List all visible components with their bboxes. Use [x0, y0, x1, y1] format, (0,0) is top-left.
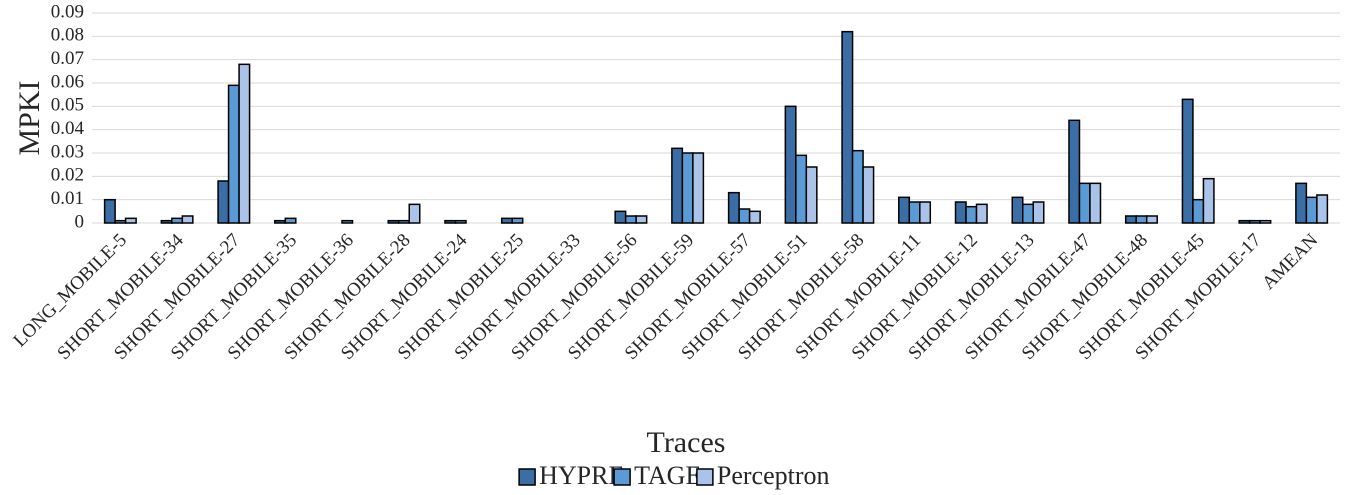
- bar-perceptron-short_mobile-13: [1032, 201, 1045, 224]
- bar-hypre-short_mobile-27: [217, 180, 230, 224]
- legend-swatch-tage: [613, 468, 631, 486]
- bar-hypre-short_mobile-25: [500, 217, 513, 224]
- bar-hypre-short_mobile-12: [954, 201, 967, 224]
- bar-tage-short_mobile-11: [908, 201, 921, 224]
- bar-tage-short_mobile-28: [398, 219, 410, 224]
- x-axis-category-labels: LONG_MOBILE-5SHORT_MOBILE-34SHORT_MOBILE…: [9, 229, 1322, 364]
- legend-label-hypre: HYPRE: [539, 461, 624, 490]
- bar-perceptron-short_mobile-51: [805, 166, 818, 224]
- y-tick-label: 0.06: [51, 71, 84, 92]
- bar-perceptron-long_mobile-5: [124, 217, 137, 224]
- bar-tage-short_mobile-59: [681, 152, 694, 224]
- bar-perceptron-short_mobile-58: [862, 166, 875, 224]
- y-tick-label: 0.08: [51, 25, 84, 46]
- bar-tage-short_mobile-58: [851, 149, 864, 224]
- bar-hypre-short_mobile-48: [1124, 215, 1137, 224]
- x-axis-title: Traces: [647, 426, 726, 459]
- bar-hypre-short_mobile-45: [1181, 98, 1194, 224]
- bar-hypre-short_mobile-59: [671, 147, 684, 224]
- bar-tage-short_mobile-35: [284, 217, 297, 224]
- y-tick-label: 0.05: [51, 95, 84, 116]
- bar-hypre-short_mobile-24: [444, 219, 457, 224]
- bar-tage-short_mobile-27: [227, 84, 240, 224]
- bar-tage-short_mobile-24: [454, 219, 467, 224]
- bar-hypre-short_mobile-58: [841, 30, 854, 224]
- bar-hypre-amean: [1295, 182, 1308, 224]
- bar-perceptron-short_mobile-56: [635, 215, 648, 224]
- bars: [103, 30, 1329, 224]
- bar-perceptron-short_mobile-27: [238, 63, 251, 224]
- legend: HYPRE TAGE Perceptron: [518, 461, 830, 490]
- bar-tage-short_mobile-51: [795, 154, 808, 224]
- bar-tage-short_mobile-57: [738, 208, 751, 224]
- bar-tage-short_mobile-17: [1248, 219, 1261, 224]
- y-tick-label: 0.01: [51, 188, 84, 209]
- bar-perceptron-short_mobile-34: [181, 215, 194, 224]
- y-tick-label: 0.04: [51, 118, 85, 139]
- bar-hypre-short_mobile-28: [387, 219, 400, 224]
- x-tick-label: AMEAN: [1258, 230, 1322, 294]
- bar-tage-amean: [1305, 196, 1318, 224]
- bar-tage-short_mobile-47: [1078, 182, 1091, 224]
- bar-hypre-short_mobile-51: [784, 105, 797, 224]
- y-tick-label: 0.07: [51, 48, 84, 69]
- bar-perceptron-short_mobile-48: [1145, 215, 1158, 224]
- y-tick-label: 0.02: [51, 165, 84, 186]
- y-tick-label: 0.09: [51, 1, 84, 22]
- bar-hypre-long_mobile-5: [103, 198, 116, 224]
- bar-hypre-short_mobile-17: [1238, 219, 1251, 224]
- bar-tage-short_mobile-12: [965, 205, 978, 224]
- bar-tage-short_mobile-13: [1022, 203, 1034, 224]
- y-axis-ticks: 00.010.02 0.030.040.05 0.060.070.08 0.09: [51, 1, 85, 232]
- bar-perceptron-short_mobile-12: [975, 203, 988, 224]
- bar-hypre-short_mobile-11: [898, 196, 911, 224]
- bar-tage-short_mobile-36: [341, 219, 354, 224]
- bar-hypre-short_mobile-56: [614, 210, 627, 224]
- bar-perceptron-amean: [1316, 194, 1329, 224]
- bar-perceptron-short_mobile-45: [1202, 177, 1215, 224]
- bar-hypre-short_mobile-13: [1011, 196, 1024, 224]
- bar-hypre-short_mobile-35: [274, 219, 287, 224]
- bar-perceptron-short_mobile-28: [408, 203, 421, 224]
- bar-perceptron-short_mobile-47: [1089, 182, 1102, 224]
- bar-perceptron-short_mobile-11: [919, 201, 932, 224]
- bar-tage-short_mobile-48: [1135, 215, 1148, 224]
- bar-tage-short_mobile-56: [624, 215, 637, 224]
- bar-perceptron-short_mobile-17: [1259, 219, 1272, 224]
- bar-hypre-short_mobile-47: [1068, 119, 1081, 224]
- legend-swatch-perceptron: [696, 468, 714, 486]
- y-tick-label: 0.03: [51, 141, 84, 162]
- bar-hypre-short_mobile-57: [727, 191, 740, 224]
- y-axis-title: MPKI: [13, 80, 46, 155]
- bar-perceptron-short_mobile-59: [692, 152, 705, 224]
- bar-tage-short_mobile-34: [171, 217, 184, 224]
- gridlines: [92, 12, 1340, 224]
- bar-tage-short_mobile-25: [511, 217, 524, 224]
- bar-tage-short_mobile-45: [1192, 198, 1205, 224]
- legend-label-tage: TAGE: [634, 461, 701, 490]
- legend-swatch-hypre: [518, 468, 536, 486]
- y-tick-label: 0: [75, 211, 85, 232]
- bar-tage-long_mobile-5: [114, 219, 127, 224]
- legend-label-perceptron: Perceptron: [717, 461, 830, 490]
- bar-perceptron-short_mobile-57: [748, 210, 761, 224]
- bar-hypre-short_mobile-34: [160, 219, 173, 224]
